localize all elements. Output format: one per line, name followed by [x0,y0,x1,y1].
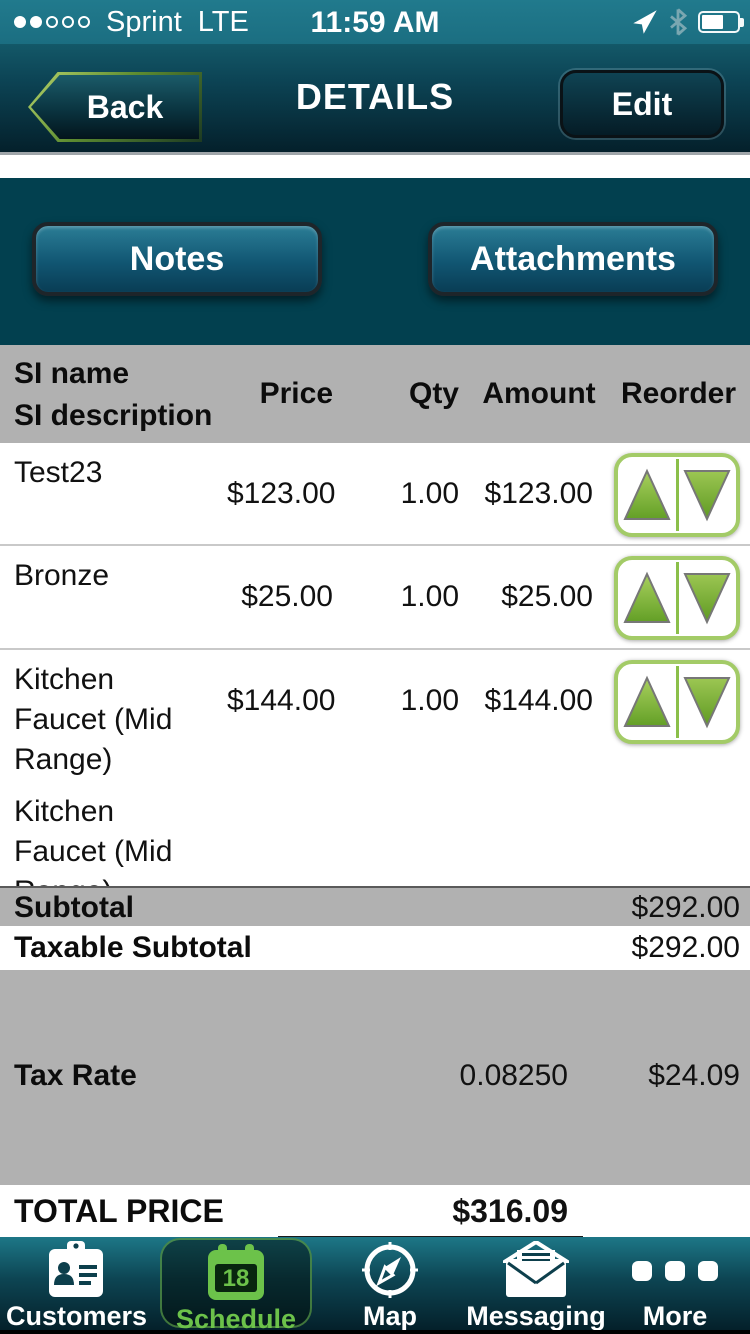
col-header-qty: Qty [408,377,459,410]
location-arrow-icon [633,10,657,34]
reorder-up-button[interactable] [618,664,676,740]
total-price-value: $316.09 [452,1193,568,1229]
reorder-down-button[interactable] [679,457,737,533]
tab-bar: Customers 18 Schedule [0,1237,750,1334]
battery-icon [698,11,744,33]
total-price-row: TOTAL PRICE $316.09 [0,1185,750,1239]
id-card-icon [49,1241,103,1297]
item-amount: $144.00 [484,684,593,717]
white-strip [0,155,750,178]
edit-button[interactable]: Edit [560,70,724,138]
calendar-icon: 18 [208,1244,264,1300]
item-name: Test23 [14,456,103,489]
clock: 11:59 AM [310,6,440,39]
tab-label: Map [363,1301,417,1331]
bluetooth-icon [670,8,688,36]
tab-label: More [642,1301,708,1331]
table-row: Bronze $25.00 1.00 $25.00 [0,546,750,650]
back-button-label: Back [86,88,164,125]
item-qty: 1.00 [400,580,459,613]
tab-label: Messaging [466,1301,606,1331]
item-amount: $123.00 [484,477,593,510]
up-arrow-icon [623,571,671,623]
taxable-subtotal-value: $292.00 [631,931,740,964]
taxable-subtotal-row: Taxable Subtotal $292.00 [0,926,750,970]
ellipsis-icon [632,1261,718,1281]
subtotal-label: Subtotal [14,891,134,924]
item-qty: 1.00 [400,477,459,510]
down-arrow-icon [683,573,731,625]
total-price-label: TOTAL PRICE [14,1193,224,1229]
up-arrow-icon [623,468,671,520]
edit-button-label: Edit [611,85,673,122]
reorder-divider [675,666,679,738]
up-arrow-icon [623,675,671,727]
attachments-button[interactable]: Attachments [428,222,718,296]
tab-messaging[interactable]: Messaging [458,1237,614,1331]
tab-schedule[interactable]: 18 Schedule [160,1238,312,1334]
reorder-up-button[interactable] [618,560,676,636]
subtotal-value: $292.00 [631,891,740,924]
reorder-down-button[interactable] [679,560,737,636]
tab-customers[interactable]: Customers [6,1237,148,1331]
reorder-down-button[interactable] [679,664,737,740]
action-section: Notes Attachments [0,178,750,345]
item-name: Kitchen Faucet (Mid Range) [14,663,173,776]
reorder-control[interactable] [614,660,740,744]
status-bar: Sprint LTE 11:59 AM [0,0,750,44]
tax-amount-value: $24.09 [648,1059,740,1092]
table-row: Kitchen Faucet (Mid Range) Kitchen Fauce… [0,650,750,908]
totals-summary: Subtotal $292.00 Taxable Subtotal $292.0… [0,886,750,1239]
compass-icon [362,1242,418,1298]
navigation-bar: Back DETAILS Edit [0,44,750,152]
tax-rate-value: 0.08250 [459,1059,568,1092]
calendar-day-number: 18 [223,1265,250,1292]
subtotal-row: Subtotal $292.00 [0,888,750,926]
item-price: $123.00 [227,477,336,510]
status-left: Sprint LTE [14,6,249,39]
down-arrow-icon [683,677,731,729]
tax-rate-label: Tax Rate [14,1059,137,1092]
item-qty: 1.00 [400,684,459,717]
table-row: Test23 $123.00 1.00 $123.00 [0,443,750,546]
envelope-icon [503,1241,569,1297]
tab-label: Customers [6,1301,148,1331]
tab-label: Schedule [175,1304,297,1334]
carrier-label: Sprint [106,5,182,38]
item-price: $25.00 [241,580,333,613]
reorder-control[interactable] [614,556,740,640]
col-header-reorder: Reorder [620,377,737,410]
screen-bottom-edge [0,1330,750,1334]
network-type-label: LTE [197,5,249,38]
line-items-table: SI name SI description Price Qty Amount … [0,345,750,908]
down-arrow-icon [683,470,731,522]
reorder-control[interactable] [614,453,740,537]
table-header-row: SI name SI description Price Qty Amount … [0,345,750,443]
col-header-name: SI name SI description [14,357,213,432]
reorder-up-button[interactable] [618,457,676,533]
col-header-price: Price [259,377,333,410]
taxable-subtotal-label: Taxable Subtotal [14,931,252,964]
notes-button[interactable]: Notes [32,222,322,296]
tax-rate-row: Tax Rate 0.08250 $24.09 [0,970,750,1185]
reorder-divider [675,459,679,531]
page-title: DETAILS [295,76,455,117]
item-name: Bronze [14,559,110,592]
tab-more[interactable]: More [616,1237,734,1331]
reorder-divider [675,562,679,634]
item-price: $144.00 [227,684,336,717]
col-header-amount: Amount [482,377,596,410]
item-amount: $25.00 [501,580,593,613]
tab-map[interactable]: Map [326,1237,454,1331]
divider-line [0,152,750,155]
back-button[interactable]: Back [28,72,202,142]
signal-strength-icon [14,16,94,28]
status-right [632,0,744,44]
